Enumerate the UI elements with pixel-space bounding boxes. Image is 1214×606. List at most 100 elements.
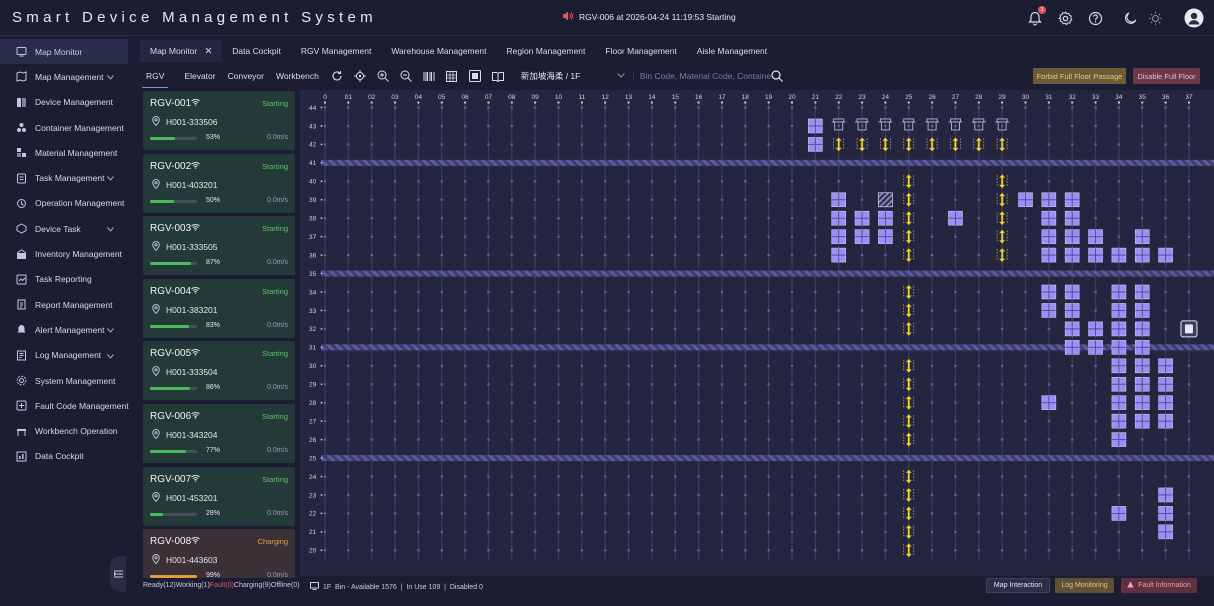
layer-icon[interactable] (466, 67, 484, 85)
column-tick (604, 101, 607, 104)
location-pin-icon (152, 303, 160, 316)
map-node (603, 549, 607, 552)
map-node (533, 401, 537, 405)
barcode-icon[interactable] (420, 67, 438, 85)
map-node (814, 327, 817, 331)
device-tab-elevator[interactable]: Elevator (184, 71, 216, 81)
map-node (954, 235, 957, 238)
sun-icon[interactable] (1146, 9, 1164, 27)
rgv-card[interactable]: RGV-006 Starting H001-343204 77% 0.0m/s (143, 404, 295, 463)
map-node (790, 493, 794, 497)
moon-icon[interactable] (1122, 9, 1140, 27)
close-icon[interactable] (205, 46, 212, 56)
map-node (673, 382, 677, 386)
refresh-icon[interactable] (328, 67, 346, 85)
tab-warehouse-management[interactable]: Warehouse Management (381, 40, 496, 62)
log-monitoring-button[interactable]: Log Monitoring (1055, 578, 1114, 593)
column-tick (977, 101, 980, 104)
sidebar-item-fault-code-management[interactable]: Fault Code Management (0, 393, 129, 418)
locate-icon[interactable] (351, 67, 369, 85)
sidebar-item-inventory-management[interactable]: Inventory Management (0, 241, 128, 266)
sidebar-item-map-monitor[interactable]: Map Monitor (0, 39, 128, 65)
map-node (790, 382, 794, 386)
map-interaction-button[interactable]: Map Interaction (986, 578, 1050, 593)
column-label: 22 (835, 94, 843, 101)
map-node (1024, 382, 1027, 386)
tab-map-monitor[interactable]: Map Monitor (140, 40, 223, 62)
alert-ticker[interactable]: RGV-006 at 2026-04-24 11:19:53 Starting (562, 11, 736, 23)
tab-floor-management[interactable]: Floor Management (595, 40, 686, 62)
map-node (767, 382, 770, 386)
sidebar-item-operation-management[interactable]: Operation Management (0, 191, 128, 216)
sidebar-item-system-management[interactable]: System Management (0, 368, 128, 393)
tab-aisle-management[interactable]: Aisle Management (687, 40, 777, 62)
battery-percent: 53% (206, 134, 221, 141)
map-node (487, 309, 490, 312)
tab-rgv-management[interactable]: RGV Management (291, 40, 381, 62)
device-tab-conveyor[interactable]: Conveyor (227, 71, 264, 81)
map-node (954, 309, 957, 312)
fault-information-button[interactable]: Fault Information (1121, 578, 1197, 593)
stat-ready: Ready(12) (143, 582, 176, 589)
map-node (1000, 290, 1004, 294)
grid-icon[interactable] (443, 67, 461, 85)
gear-icon[interactable] (1056, 9, 1074, 27)
disable-full-floor-button[interactable]: Disable Full Floor (1133, 68, 1200, 84)
map-canvas[interactable]: 0 01 02 03 04 05 06 07 08 09 10 11 12 13 14 15 16 17 18 19 2… (300, 90, 1214, 576)
warehouse-map[interactable]: 0 01 02 03 04 05 06 07 08 09 10 11 12 13 14 15 16 17 18 19 2… (300, 90, 1214, 576)
zoom-in-icon[interactable] (374, 67, 392, 85)
row-tick (320, 383, 323, 386)
tab-data-cockpit[interactable]: Data Cockpit (222, 40, 291, 62)
rgv-card[interactable]: RGV-007 Starting H001-453201 28% 0.0m/s (143, 466, 295, 526)
tab-label: Data Cockpit (232, 46, 281, 56)
map-node (463, 143, 467, 146)
lift-arrow-icon (905, 303, 913, 318)
map-node (720, 493, 724, 497)
map-node (1047, 382, 1051, 386)
map-node (977, 382, 981, 386)
zoom-out-icon[interactable] (397, 67, 415, 85)
sidebar-item-report-management[interactable]: Report Management (0, 292, 128, 317)
device-tab-workbench[interactable]: Workbench (276, 71, 319, 81)
row-tick (320, 309, 323, 312)
sidebar-item-data-cockpit[interactable]: Data Cockpit (0, 444, 128, 469)
rgv-card[interactable]: RGV-008 Charging H001-443603 99% 0.0m/s (143, 529, 295, 578)
sidebar-item-material-management[interactable]: Material Management (0, 140, 128, 165)
lift-arrow-icon (998, 173, 1006, 189)
map-node (347, 309, 350, 312)
search-input[interactable]: Bin Code, Material Code, Containe (632, 71, 771, 81)
device-tab-rgv[interactable]: RGV (142, 64, 169, 88)
map-node (1187, 549, 1191, 552)
rgv-card[interactable]: RGV-005 Starting H001-333504 86% 0.0m/s (143, 341, 295, 401)
map-node (1187, 253, 1191, 257)
forbid-full-floor-passage-button[interactable]: Forbid Full Floor Passage (1033, 68, 1126, 84)
book-icon[interactable] (489, 67, 507, 85)
map-node (627, 438, 630, 441)
sidebar-item-container-management[interactable]: Container Management (0, 115, 128, 140)
sidebar-item-task-management[interactable]: Task Management (0, 165, 128, 190)
help-icon[interactable] (1086, 9, 1104, 27)
sidebar-item-task-reporting[interactable]: Task Reporting (0, 267, 128, 292)
sidebar-item-alert-management[interactable]: Alert Management (0, 317, 128, 342)
rgv-card[interactable]: RGV-003 Starting H001-333505 87% 0.0m/s (143, 216, 295, 276)
search-icon[interactable] (768, 67, 786, 85)
sidebar-item-map-management[interactable]: Map Management (0, 64, 128, 89)
map-node (440, 549, 444, 552)
rgv-card[interactable]: RGV-002 Starting H001-403201 50% 0.0m/s (143, 153, 295, 213)
sidebar-item-device-task[interactable]: Device Task (0, 216, 128, 241)
sidebar-item-workbench-operation[interactable]: Workbench Operation (0, 418, 128, 443)
rgv-card[interactable]: RGV-004 Starting H001-383201 83% 0.0m/s (143, 278, 295, 338)
sidebar-item-log-management[interactable]: Log Management (0, 343, 128, 368)
map-node (1047, 438, 1051, 441)
map-node (697, 235, 700, 238)
map-node (1140, 198, 1144, 202)
map-node (954, 512, 957, 515)
bell-icon[interactable]: 1 (1026, 6, 1046, 27)
rgv-card[interactable]: RGV-001 Starting H001-333506 53% 0.0m/s (143, 91, 295, 150)
floor-select[interactable]: 新加坡海柔 / 1F (521, 70, 625, 82)
avatar[interactable] (1184, 8, 1204, 28)
sidebar-collapse-button[interactable] (110, 556, 126, 592)
sidebar-item-device-management[interactable]: Device Management (0, 90, 128, 115)
map-node (347, 401, 350, 405)
tab-region-management[interactable]: Region Management (496, 40, 595, 62)
